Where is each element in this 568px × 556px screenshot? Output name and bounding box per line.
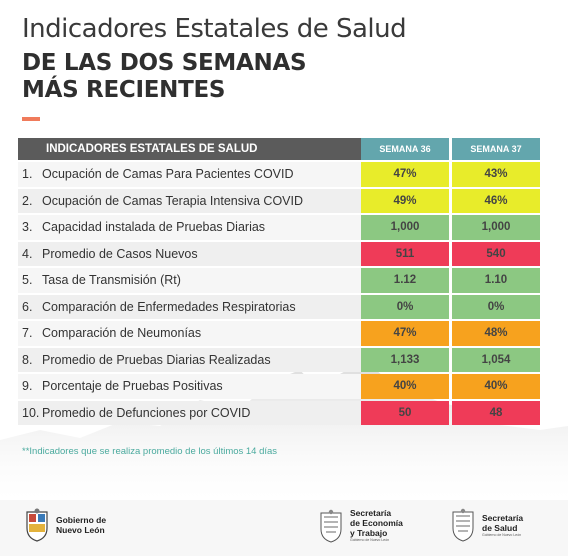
week-37-value: 1.10 [452, 268, 540, 293]
indicator-number: 10. [22, 405, 40, 420]
indicator-label-cell: 8. Promedio de Pruebas Diarias Realizadas [18, 347, 361, 372]
week-36-value: 49% [361, 188, 449, 213]
indicator-number: 2. [22, 193, 33, 208]
indicator-label-cell: 9. Porcentaje de Pruebas Positivas [18, 374, 361, 399]
indicator-number: 7. [22, 326, 33, 341]
week-36-value: 1,000 [361, 215, 449, 240]
table-row: 4. Promedio de Casos Nuevos 511 540 [18, 241, 540, 266]
indicator-label-cell: 10. Promedio de Defunciones por COVID [18, 400, 361, 425]
logo1-line1: Gobierno de [56, 515, 107, 525]
week-36-value: 511 [361, 241, 449, 266]
page-subtitle-line-1: DE LAS DOS SEMANAS [22, 50, 307, 76]
indicator-number: 9. [22, 379, 33, 394]
indicator-number: 1. [22, 167, 33, 182]
table-row: 1. Ocupación de Camas Para Pacientes COVI… [18, 162, 540, 187]
table-row: 5. Tasa de Transmisión (Rt) 1.12 1.10 [18, 268, 540, 293]
indicator-label-cell: 2. Ocupación de Camas Terapia Intensiva C… [18, 188, 361, 213]
week-36-value: 1.12 [361, 268, 449, 293]
table-row: 6. Comparación de Enfermedades Respirator… [18, 294, 540, 319]
logo-gobierno-nuevo-leon: Gobierno de Nuevo León [24, 508, 106, 542]
indicator-label-cell: 1. Ocupación de Camas Para Pacientes COVI… [18, 162, 361, 187]
week-37-value: 40% [452, 374, 540, 399]
table-row: 10. Promedio de Defunciones por COVID 50 48 [18, 400, 540, 425]
indicator-number: 3. [22, 220, 33, 235]
indicator-number: 6. [22, 299, 33, 314]
indicator-label-cell: 3. Capacidad instalada de Pruebas Diarias [18, 215, 361, 240]
table-row: 7. Comparación de Neumonías 47% 48% [18, 321, 540, 346]
footnote: **Indicadores que se realiza promedio de… [22, 446, 278, 457]
week-36-value: 1,133 [361, 347, 449, 372]
logo2-sub: Gobierno de Nuevo León [350, 538, 390, 542]
indicator-label: Promedio de Pruebas Diarias Realizadas [42, 352, 271, 367]
week-36-value: 40% [361, 374, 449, 399]
week-37-value: 1,054 [452, 347, 540, 372]
page-title: Indicadores Estatales de Salud [22, 14, 407, 44]
indicator-label: Comparación de Enfermedades Respiratoria… [42, 299, 296, 314]
week-37-value: 43% [452, 162, 540, 187]
indicators-table: INDICADORES ESTATALES DE SALUD SEMANA 36… [18, 136, 540, 427]
indicator-number: 8. [22, 352, 33, 367]
table-header-week-37: SEMANA 37 [452, 138, 540, 160]
week-37-value: 540 [452, 241, 540, 266]
indicator-label: Porcentaje de Pruebas Positivas [42, 379, 223, 394]
indicator-label: Tasa de Transmisión (Rt) [42, 273, 181, 288]
coat-of-arms-icon [26, 508, 48, 542]
indicator-label-cell: 7. Comparación de Neumonías [18, 321, 361, 346]
indicator-label: Comparación de Neumonías [42, 326, 202, 341]
week-37-value: 1,000 [452, 215, 540, 240]
logo2-line2: de Economía [350, 518, 403, 528]
logo-secretaria-economia: Secretaría de Economía y Trabajo Gobiern… [318, 508, 403, 543]
week-36-value: 47% [361, 162, 449, 187]
indicator-label: Ocupación de Camas Terapia Intensiva COV… [42, 193, 304, 208]
indicator-label: Promedio de Defunciones por COVID [42, 405, 251, 420]
week-36-value: 0% [361, 294, 449, 319]
logo2-line3: y Trabajo [350, 528, 388, 538]
table-row: 2. Ocupación de Camas Terapia Intensiva C… [18, 188, 540, 213]
table-header-row: INDICADORES ESTATALES DE SALUD SEMANA 36… [18, 138, 540, 160]
seal-icon [452, 508, 474, 542]
indicator-label-cell: 5. Tasa de Transmisión (Rt) [18, 268, 361, 293]
indicator-number: 5. [22, 273, 33, 288]
table-row: 3. Capacidad instalada de Pruebas Diarias… [18, 215, 540, 240]
mountain-background [0, 360, 568, 500]
logo2-line1: Secretaría [350, 508, 392, 518]
seal-icon [320, 509, 342, 543]
logo-secretaria-salud: Secretaría de Salud Gobierno de Nuevo Le… [450, 508, 523, 542]
indicator-label: Promedio de Casos Nuevos [42, 246, 198, 261]
indicator-number: 4. [22, 246, 33, 261]
indicator-label-cell: 6. Comparación de Enfermedades Respirator… [18, 294, 361, 319]
logo3-sub: Gobierno de Nuevo León [482, 532, 522, 537]
week-37-value: 46% [452, 188, 540, 213]
page-subtitle-line-2: MÁS RECIENTES [22, 77, 226, 103]
week-37-value: 48% [452, 321, 540, 346]
table-row: 9. Porcentaje de Pruebas Positivas 40% 40% [18, 374, 540, 399]
title-block: Indicadores Estatales de Salud DE LAS DO… [22, 14, 407, 121]
week-37-value: 0% [452, 294, 540, 319]
indicator-label-cell: 4. Promedio de Casos Nuevos [18, 241, 361, 266]
indicator-label: Capacidad instalada de Pruebas Diarias [42, 220, 266, 235]
table-header-week-36: SEMANA 36 [361, 138, 449, 160]
week-36-value: 50 [361, 400, 449, 425]
logo3-line2: de Salud [482, 522, 518, 533]
accent-bar [22, 117, 40, 121]
week-37-value: 48 [452, 400, 540, 425]
table-row: 8. Promedio de Pruebas Diarias Realizadas… [18, 347, 540, 372]
indicator-label: Ocupación de Camas Para Pacientes COVID [42, 167, 294, 182]
table-header-indicators: INDICADORES ESTATALES DE SALUD [18, 138, 361, 160]
logo3-line1: Secretaría [482, 512, 524, 523]
footer: Gobierno de Nuevo León Secretaría de Eco… [0, 500, 568, 556]
logo1-line2: Nuevo León [56, 525, 105, 535]
week-36-value: 47% [361, 321, 449, 346]
